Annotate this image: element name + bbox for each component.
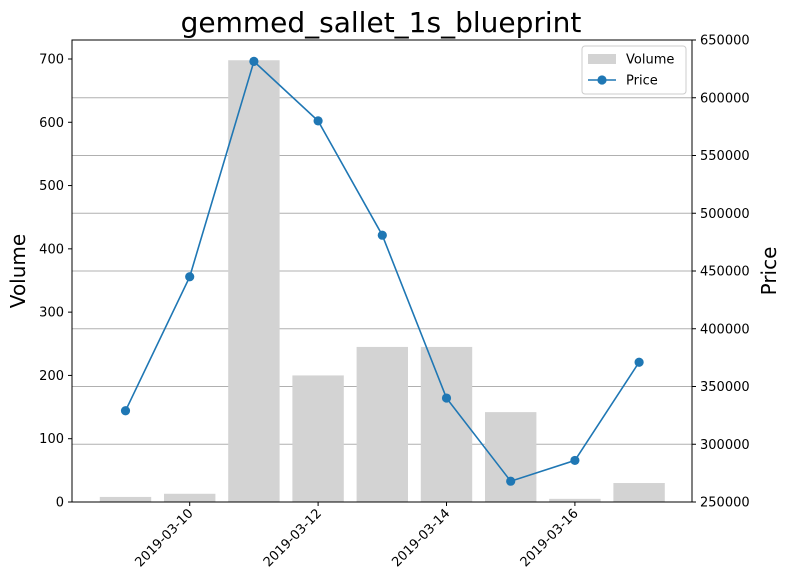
y-left-tick-label: 300: [39, 306, 64, 321]
price-point: [570, 455, 580, 466]
price-line: [120, 56, 644, 486]
legend-swatch-price-marker: [597, 75, 607, 85]
y-right-tick-label: 450000: [700, 265, 750, 280]
y-left-tick-label: 0: [56, 496, 64, 511]
y-right-tick-label: 600000: [700, 91, 750, 106]
x-tick-label: 2019-03-10: [132, 506, 196, 570]
legend-label: Volume: [626, 53, 674, 68]
y-right-tick-label: 350000: [700, 380, 750, 395]
volume-bar: [420, 346, 473, 502]
y-left-tick-label: 100: [39, 432, 64, 447]
volume-bar: [356, 346, 408, 502]
volume-bar: [613, 483, 665, 502]
volume-bar: [228, 60, 280, 503]
y-right-tick-label: 250000: [700, 496, 750, 511]
price-point: [120, 406, 131, 416]
y-axis-right-label: Price: [757, 247, 781, 296]
volume-bar: [549, 498, 601, 502]
y-left-tick-label: 200: [39, 369, 64, 384]
volume-bars: [99, 60, 665, 503]
y-right-tick-label: 400000: [700, 322, 750, 337]
volume-bar: [164, 493, 216, 502]
price-point: [441, 393, 452, 403]
x-tick-label: 2019-03-16: [518, 506, 582, 570]
legend-swatch-volume: [588, 54, 616, 64]
x-tick-label: 2019-03-12: [261, 506, 325, 570]
y-right-tick-label: 550000: [700, 149, 750, 164]
price-point: [634, 357, 644, 367]
y-left-tick-label: 600: [39, 116, 64, 131]
y-right-tick-label: 300000: [700, 438, 750, 453]
volume-bar: [485, 412, 537, 502]
price-point: [249, 56, 259, 66]
volume-bar: [292, 375, 344, 502]
legend: Volume Price: [581, 45, 687, 95]
legend-label: Price: [626, 74, 658, 89]
y-right-tick-label: 500000: [700, 207, 750, 222]
y-left-tick-label: 700: [39, 52, 64, 67]
price-point: [377, 230, 387, 240]
price-point: [313, 116, 323, 126]
x-tick-label: 2019-03-14: [389, 506, 453, 570]
y-left-tick-label: 500: [39, 179, 64, 194]
y-axis-left-label: Volume: [6, 234, 30, 308]
volume-bar: [99, 496, 152, 502]
grid-lines: [72, 97, 692, 445]
y-right-tick-label: 650000: [700, 34, 750, 49]
price-point: [506, 476, 516, 486]
chart-title: gemmed_sallet_1s_blueprint: [181, 6, 582, 39]
y-left-tick-label: 400: [39, 242, 64, 257]
price-point: [185, 272, 195, 282]
